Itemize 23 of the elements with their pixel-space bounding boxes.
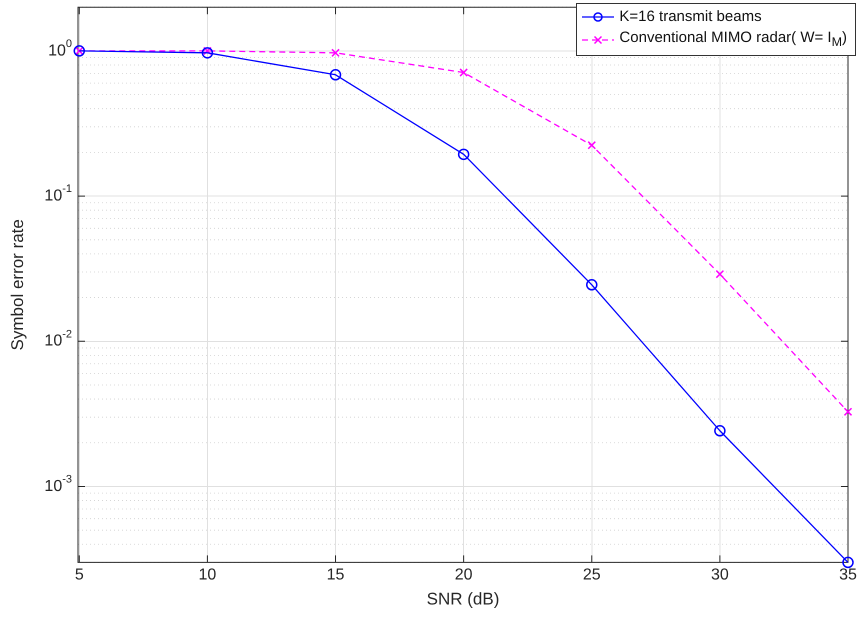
point [587,140,596,150]
point [331,48,340,58]
point [203,46,212,56]
x-tick-label: 20 [454,566,473,584]
legend-label: K=16 transmit beams [619,7,762,27]
point [330,69,342,81]
point [202,47,214,59]
x-tick-label: 25 [582,566,601,584]
x-tick-label: 35 [839,566,857,584]
x-axis-title: SNR (dB) [426,589,500,608]
x-tick-label: 15 [326,566,345,584]
point [586,279,598,291]
point [844,407,852,416]
point [842,556,854,568]
point [716,270,724,278]
point [714,425,726,437]
x-tick-label: 10 [198,566,216,584]
y-axis-title: Symbol error rate [8,219,27,350]
legend-label: Conventional MIMO radar( W= I$_{M}$) [619,28,847,51]
x-tick-label: 30 [710,566,729,584]
x-tick-label: 5 [74,566,84,584]
point [459,68,468,77]
point [458,148,470,160]
